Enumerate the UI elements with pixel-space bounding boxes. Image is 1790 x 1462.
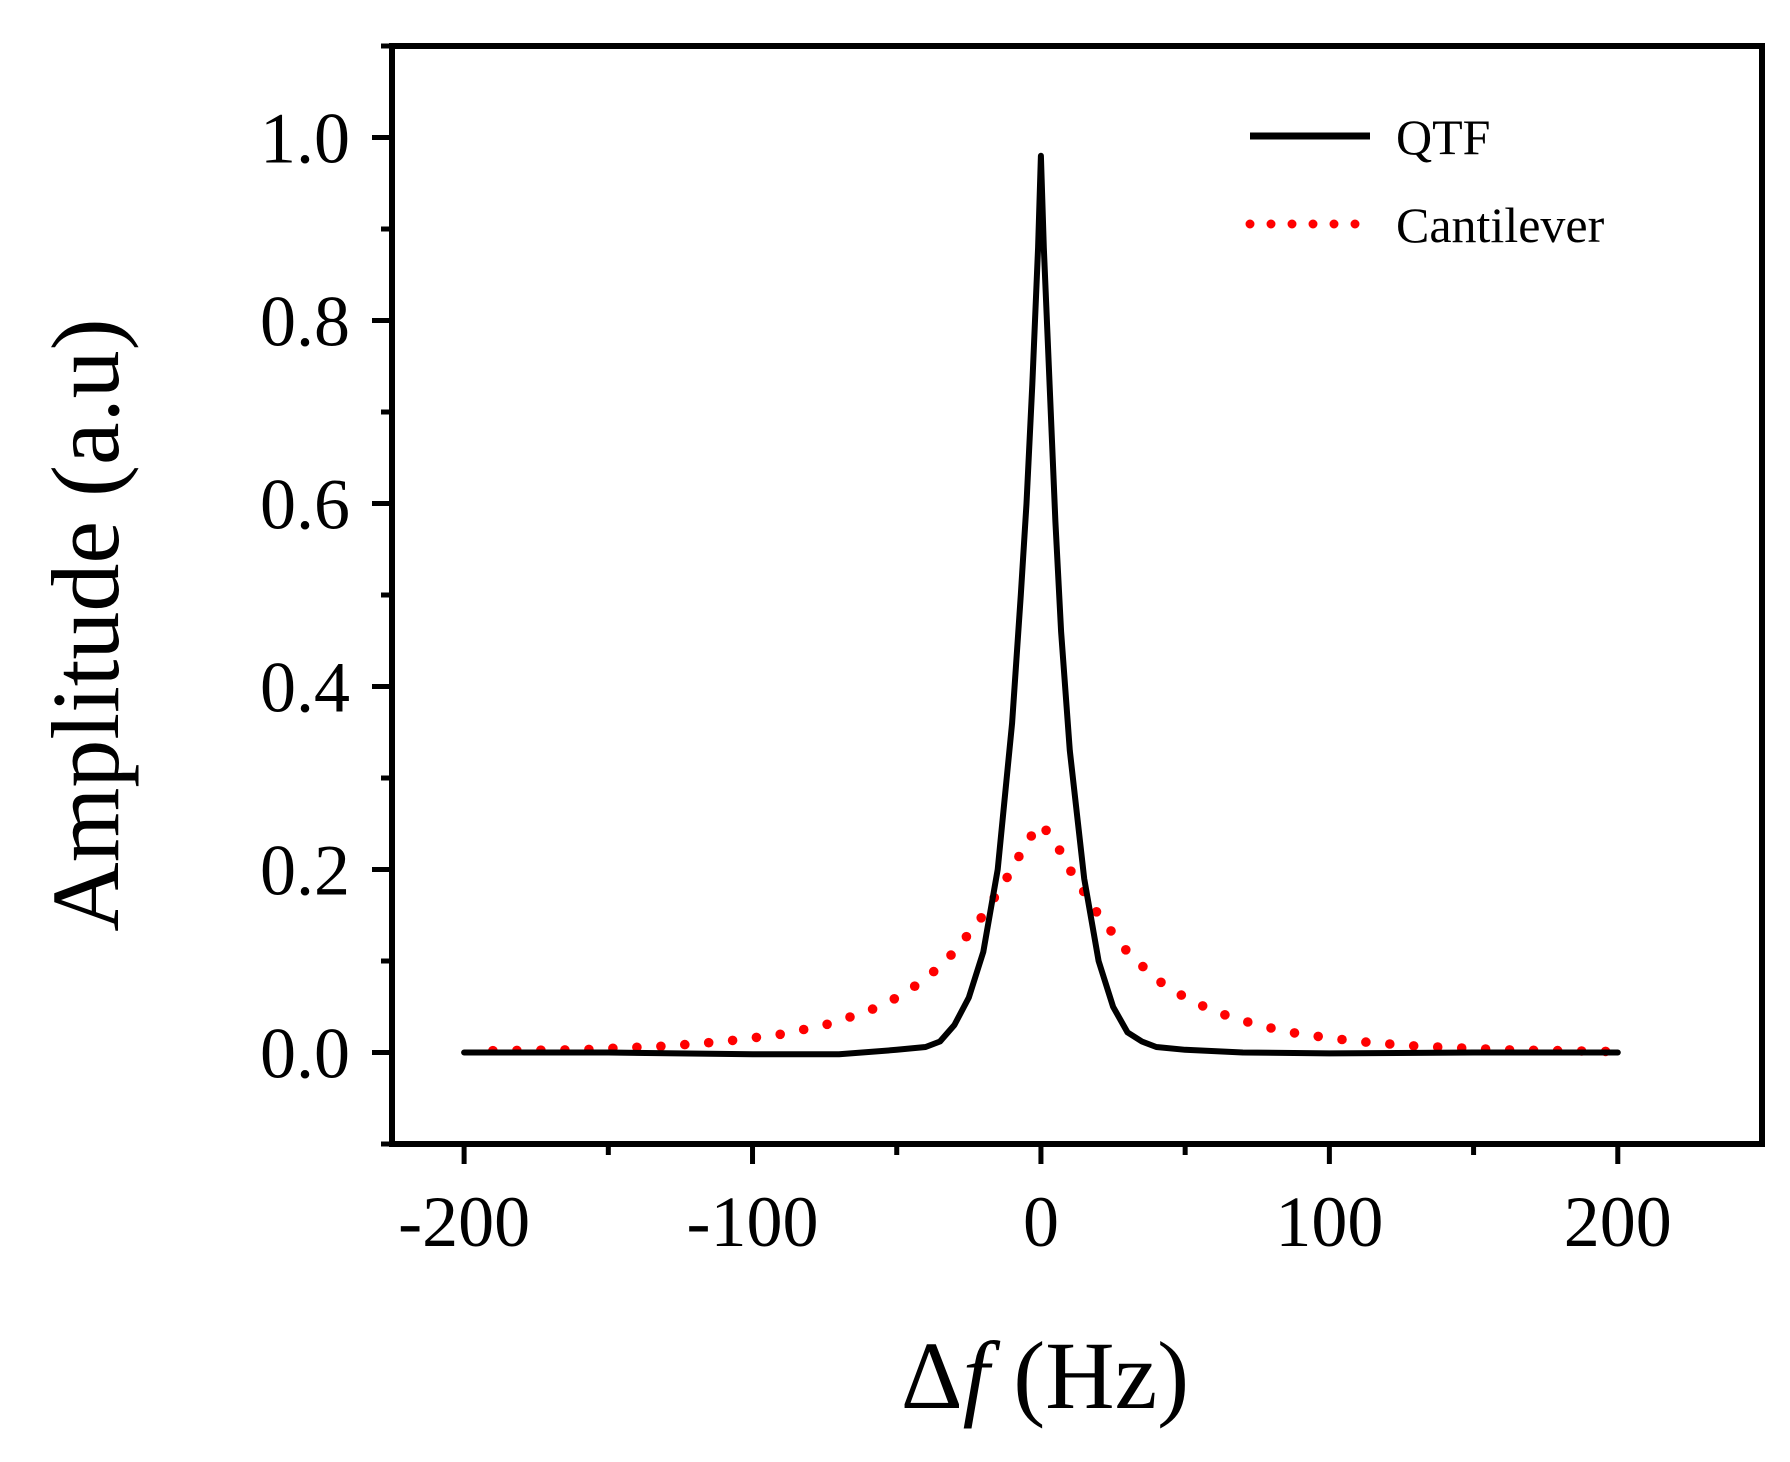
cantilever-point: [727, 1035, 738, 1046]
y-axis-title: Amplitude (a.u): [32, 318, 139, 931]
legend-label-qtf: QTF: [1396, 109, 1490, 165]
legend-label-cantilever: Cantilever: [1396, 197, 1605, 253]
y-tick-label: 0.0: [260, 1014, 350, 1094]
cantilever-point: [680, 1039, 690, 1050]
x-axis-title-unit: (Hz): [989, 1322, 1189, 1429]
cantilever-point: [845, 1012, 855, 1022]
y-tick-label: 0.2: [260, 831, 350, 911]
cantilever-point: [1289, 1028, 1300, 1038]
cantilever-point: [1313, 1031, 1323, 1042]
cantilever-point: [1197, 1001, 1208, 1011]
x-tick-label: -100: [687, 1182, 819, 1262]
cantilever-point: [656, 1041, 666, 1052]
x-tick-label: 0: [1023, 1182, 1059, 1262]
cantilever-point: [1266, 1023, 1276, 1033]
series-layer: [461, 152, 1621, 1058]
cantilever-point: [751, 1032, 762, 1043]
cantilever-point: [1121, 945, 1131, 955]
cantilever-point: [1408, 1041, 1419, 1051]
cantilever-point: [909, 981, 920, 991]
cantilever-point: [1432, 1042, 1443, 1052]
cantilever-point: [889, 994, 900, 1004]
cantilever-point: [1002, 872, 1012, 883]
cantilever-point: [1014, 851, 1024, 862]
y-tick-label: 0.8: [260, 282, 350, 362]
y-tick-label: 0.6: [260, 465, 350, 545]
cantilever-point: [798, 1024, 809, 1035]
cantilever-point: [867, 1004, 878, 1014]
cantilever-point: [1361, 1037, 1371, 1047]
cantilever-point: [1066, 866, 1076, 876]
cantilever-point: [1026, 831, 1037, 841]
cantilever-point: [976, 913, 986, 923]
cantilever-point: [1106, 926, 1116, 936]
legend: QTF Cantilever: [1245, 109, 1605, 253]
y-tick-label: 1.0: [260, 99, 350, 179]
cantilever-point: [1176, 990, 1187, 1000]
cantilever-point: [1385, 1039, 1395, 1049]
qtf-line: [461, 152, 1621, 1058]
cantilever-point: [961, 931, 972, 942]
x-tick-label: -200: [398, 1182, 530, 1262]
cantilever-point: [1337, 1034, 1347, 1045]
cantilever-point: [928, 966, 939, 977]
x-axis-title: Δf (Hz): [901, 1322, 1189, 1429]
cantilever-point: [1091, 907, 1102, 917]
cantilever-point: [1054, 845, 1065, 855]
x-tick-label: 200: [1564, 1182, 1672, 1262]
cantilever-point: [703, 1037, 714, 1048]
cantilever-point: [1041, 825, 1051, 836]
x-axis-title-prefix: Δ: [901, 1322, 963, 1429]
cantilever-point: [632, 1042, 642, 1053]
cantilever-point: [1243, 1017, 1253, 1027]
cantilever-point: [1156, 977, 1166, 988]
cantilever-point: [1220, 1010, 1230, 1020]
x-tick-label: 100: [1275, 1182, 1383, 1262]
cantilever-point: [946, 950, 956, 960]
cantilever-point: [822, 1019, 832, 1030]
cantilever-point: [1138, 961, 1148, 972]
y-tick-label: 0.4: [260, 648, 350, 728]
cantilever-point: [775, 1029, 785, 1040]
axis-ticks: -200 -100 0 100 200 0.0 0.2 0.4 0.6 0.8 1.0: [260, 43, 1672, 1262]
